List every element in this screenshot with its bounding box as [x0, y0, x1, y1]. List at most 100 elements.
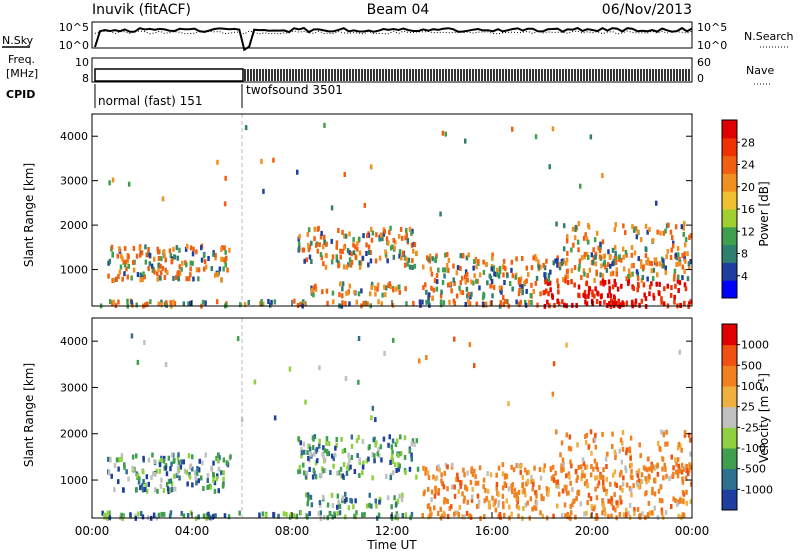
velocity-echo-cell	[378, 496, 382, 502]
velocity-echo-cell	[350, 443, 354, 449]
power-echo-cell	[624, 230, 627, 236]
power-echo-cell	[429, 266, 433, 272]
velocity-echo-cell	[454, 510, 458, 516]
velocity-echo-cell	[621, 440, 624, 446]
power-echo-cell	[602, 281, 605, 287]
velocity-echo-cell	[212, 477, 215, 483]
power-echo-cell	[159, 263, 162, 269]
power-echo-cell	[452, 277, 455, 283]
power-echo-cell	[369, 291, 372, 297]
velocity-echo-cell	[222, 457, 226, 463]
power-echo-cell	[422, 264, 425, 270]
velocity-echo-cell	[463, 472, 466, 478]
power-echo-cell	[644, 253, 648, 259]
velocity-echo-cell	[375, 503, 378, 509]
velocity-echo-cell	[571, 487, 574, 493]
velocity-echo-cell	[426, 504, 430, 509]
velocity-echo-cell	[675, 469, 678, 475]
velocity-echo-cell	[162, 511, 166, 517]
velocity-echo-cell	[345, 470, 349, 476]
velocity-echo-cell	[614, 481, 617, 487]
power-echo-cell	[491, 252, 494, 258]
power-echo-cell	[356, 246, 359, 252]
velocity-echo-cell	[560, 513, 564, 519]
velocity-echo-cell	[562, 461, 565, 467]
nsky-label: N.Sky	[2, 34, 34, 47]
power-echo-cell	[613, 227, 617, 233]
velocity-echo-cell	[474, 474, 477, 480]
power-echo-cell	[619, 302, 623, 308]
station-title: Inuvik (fitACF)	[92, 2, 191, 18]
power-echo-cell	[636, 229, 639, 235]
velocity-echo-cell	[434, 476, 437, 482]
velocity-echo-cell	[576, 442, 579, 448]
power-echo-cell	[625, 300, 629, 306]
velocity-echo-cell	[648, 466, 651, 472]
power-echo-cell	[469, 294, 472, 300]
velocity-echo-cell	[322, 468, 325, 474]
power-echo-cell	[366, 301, 369, 307]
velocity-echo-cell	[565, 473, 568, 479]
cpid-segment-twofsound: twofsound 3501	[246, 83, 343, 97]
velocity-echo-cell	[457, 489, 460, 494]
power-echo-cell	[534, 280, 537, 286]
velocity-echo-cell	[197, 478, 200, 484]
power-echo-cell	[410, 230, 413, 236]
velocity-echo-cell	[656, 463, 659, 469]
velocity-echo-cell	[552, 477, 556, 483]
velocity-echo-cell	[577, 464, 580, 470]
power-echo-cell	[364, 300, 367, 306]
velocity-echo-cell	[353, 513, 356, 519]
power-echo-cell	[554, 258, 557, 264]
power-echo-cell	[524, 299, 527, 305]
power-echo-cell	[436, 279, 439, 285]
power-echo-cell	[335, 254, 338, 260]
power-echo-cell	[583, 271, 586, 277]
power-echo-cell	[648, 291, 651, 297]
power-echo-cell	[485, 262, 488, 268]
velocity-echo-cell	[393, 495, 396, 501]
power-echo-cell	[120, 253, 123, 259]
power-echo-cell	[611, 300, 614, 306]
freq-step-normal	[94, 68, 244, 82]
power-echo-cell	[576, 239, 580, 245]
velocity-echo-cell	[474, 480, 478, 486]
power-echo-cell	[161, 196, 165, 202]
power-echo-cell	[652, 267, 656, 273]
velocity-echo-cell	[391, 459, 395, 465]
power-echo-cell	[644, 296, 648, 301]
power-echo-cell	[316, 248, 319, 254]
power-echo-cell	[350, 251, 353, 257]
power-echo-cell	[403, 255, 407, 261]
velocity-echo-cell	[347, 505, 351, 511]
velocity-echo-cell	[434, 489, 438, 495]
velocity-echo-cell	[300, 450, 304, 456]
velocity-echo-cell	[201, 460, 204, 466]
velocity-echo-cell	[629, 435, 633, 441]
velocity-echo-cell	[358, 459, 361, 465]
velocity-echo-cell	[619, 485, 622, 491]
velocity-echo-cell	[357, 434, 360, 440]
power-echo-cell	[599, 294, 603, 300]
velocity-echo-cell	[261, 511, 265, 517]
velocity-echo-cell	[592, 466, 595, 472]
velocity-echo-cell	[135, 453, 138, 459]
power-echo-cell	[613, 245, 617, 250]
velocity-colorbar-swatch	[722, 427, 737, 449]
power-echo-cell	[475, 278, 478, 284]
velocity-ytick-label: 2000	[60, 428, 88, 441]
power-echo-cell	[652, 295, 656, 301]
velocity-echo-cell	[343, 498, 347, 504]
power-echo-cell	[630, 300, 634, 306]
xtick-label: 00:00	[75, 524, 110, 538]
velocity-echo-cell	[440, 472, 443, 478]
velocity-echo-cell	[689, 437, 692, 443]
velocity-echo-cell	[615, 500, 618, 506]
power-echo-cell	[570, 247, 573, 253]
velocity-echo-cell	[611, 444, 614, 449]
velocity-echo-cell	[526, 500, 529, 506]
power-echo-cell	[611, 261, 614, 267]
power-echo-cell	[195, 249, 198, 255]
velocity-echo-cell	[539, 475, 543, 481]
velocity-echo-cell	[622, 475, 625, 481]
